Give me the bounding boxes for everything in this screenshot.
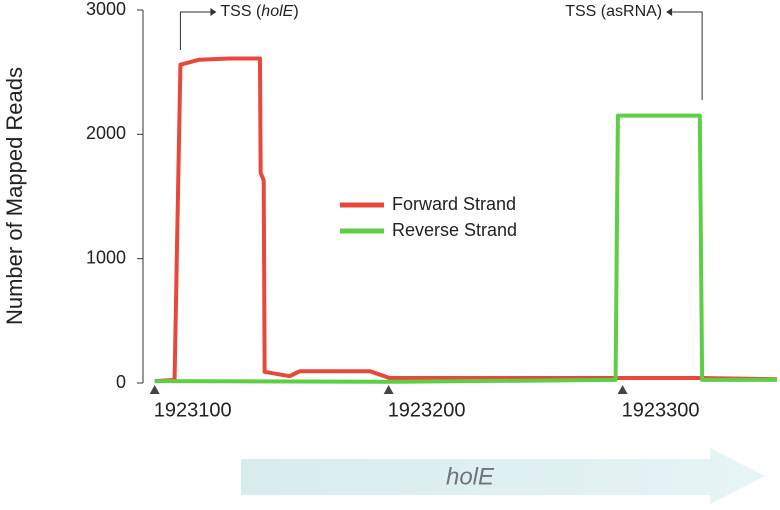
y-tick-label: 0 <box>116 372 126 392</box>
series-line <box>154 113 777 384</box>
legend-label: Forward Strand <box>392 194 516 214</box>
legend-box <box>332 189 554 247</box>
y-tick-label: 3000 <box>86 0 126 19</box>
x-tick-label: 1923200 <box>388 399 466 421</box>
x-tick <box>617 385 628 394</box>
x-tick <box>149 385 160 394</box>
tss-arrow <box>179 11 211 50</box>
tss-label: TSS (holE) <box>220 3 298 20</box>
x-tick <box>383 385 394 394</box>
y-tick-label: 2000 <box>86 123 126 143</box>
y-axis-title: Number of Mapped Reads <box>2 67 27 325</box>
series-line <box>154 56 778 384</box>
x-tick-label: 1923100 <box>154 399 232 421</box>
tss-arrow <box>672 11 703 100</box>
tss-label: TSS (asRNA) <box>565 3 662 20</box>
legend-label: Reverse Strand <box>392 220 517 240</box>
x-tick-label: 1923300 <box>622 399 700 421</box>
tss-label-part: TSS ( <box>220 3 262 20</box>
tss-arrowhead <box>210 8 217 16</box>
gene-arrow <box>241 448 765 504</box>
tss-label-part: ) <box>293 3 298 20</box>
tss-label-part: TSS (asRNA) <box>565 3 662 20</box>
gene-label: holE <box>446 463 495 490</box>
tss-label-part: holE <box>261 3 293 20</box>
tss-arrowhead <box>666 8 673 16</box>
y-tick-label: 1000 <box>86 247 126 267</box>
